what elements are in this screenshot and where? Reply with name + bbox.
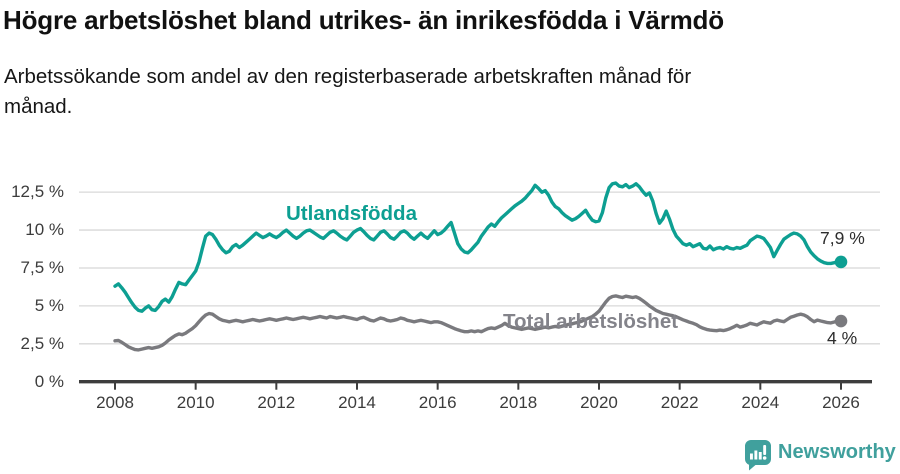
x-tick-label: 2012 <box>257 393 296 412</box>
series-line-1 <box>113 294 843 352</box>
y-tick-label: 12,5 % <box>11 182 64 202</box>
x-tick-label: 2016 <box>418 393 457 412</box>
x-tick-label: 2018 <box>499 393 538 412</box>
x-tick-label: 2010 <box>176 393 215 412</box>
y-tick-label: 5 % <box>34 295 64 315</box>
subtitle-line-1: Arbetssökande som andel av den registerb… <box>4 65 692 88</box>
y-tick-label: 2,5 % <box>20 333 64 353</box>
x-tick-label: 2020 <box>580 393 618 412</box>
series-label-utlandsfodda: Utlandsfödda <box>286 202 417 225</box>
series-end-dot-0 <box>834 255 848 269</box>
y-tick-label: 7,5 % <box>20 257 64 277</box>
x-tick-label: 2026 <box>822 393 860 412</box>
end-value-label-utlandsfodda: 7,9 % <box>820 228 865 248</box>
newsworthy-logo-icon <box>744 440 771 471</box>
x-tick-label: 2014 <box>338 393 376 412</box>
series-end-dot-1 <box>834 314 848 328</box>
y-tick-label: 0 % <box>34 371 64 391</box>
end-value-label-total: 4 % <box>827 328 858 348</box>
x-tick-label: 2008 <box>96 393 134 412</box>
y-tick-label: 10 % <box>25 220 64 240</box>
chart-subtitle: Arbetssökande som andel av den registerb… <box>4 62 691 122</box>
x-tick-label: 2024 <box>741 393 780 412</box>
newsworthy-logo: Newsworthy <box>744 439 896 471</box>
series-line-0 <box>113 181 843 313</box>
page-title: Högre arbetslöshet bland utrikes- än inr… <box>3 5 724 35</box>
newsworthy-logo-text: Newsworthy <box>778 441 896 463</box>
subtitle-line-2: månad. <box>4 95 73 118</box>
series-label-total-arbetsloshet: Total arbetslöshet <box>503 310 679 333</box>
x-tick-label: 2022 <box>660 393 699 412</box>
